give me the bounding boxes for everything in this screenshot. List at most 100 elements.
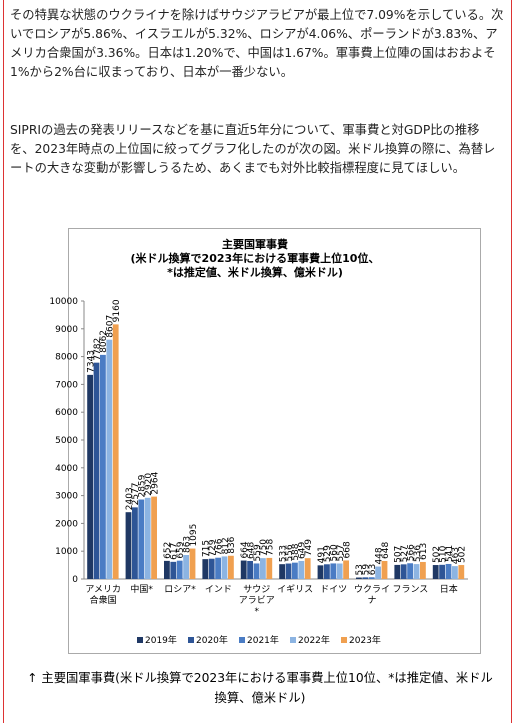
bar (445, 563, 452, 579)
caption: ↑ 主要国軍事費(米ドル換算で2023年における軍事費上位10位、*は推定値、米… (27, 671, 493, 705)
y-tick-label: 6000 (55, 408, 78, 418)
x-tick-label: サウジ アラビア * (238, 585, 275, 617)
value-label: 533 (278, 545, 288, 562)
legend-label: 2019年 (145, 634, 177, 646)
y-tick-label: 2000 (55, 519, 78, 529)
value-label: 559 (253, 544, 263, 561)
paragraph: SIPRIの過去の発表リリースなどを基に直近5年分について、軍事費と対GDP比の… (10, 123, 496, 175)
x-tick-label: ロシア* (164, 585, 196, 595)
value-label: 491 (317, 546, 327, 563)
legend-swatch (188, 637, 194, 643)
value-label: 659 (176, 541, 186, 558)
bar (215, 557, 221, 579)
bar (400, 564, 407, 579)
value-label: 510 (438, 545, 448, 562)
bar (208, 558, 215, 579)
bar (368, 577, 375, 579)
bar (343, 560, 349, 579)
bar (324, 564, 330, 579)
bar (138, 499, 145, 579)
value-label: 529 (323, 545, 333, 562)
x-tick-label: 日本 (439, 585, 458, 595)
legend-swatch (290, 637, 296, 643)
bar (151, 496, 157, 579)
value-label: 7343 (86, 350, 96, 373)
frame (3, 0, 512, 723)
legend-label: 2023年 (349, 634, 381, 646)
value-label: 812 (221, 537, 231, 554)
value-label: 507 (394, 546, 404, 563)
value-label: 463 (451, 547, 461, 564)
bar (240, 560, 247, 579)
bar (100, 354, 106, 579)
bar (407, 563, 413, 579)
value-label: 617 (170, 543, 180, 560)
value-label: 8062 (99, 330, 109, 353)
bar (93, 362, 100, 579)
value-label: 502 (458, 546, 468, 563)
bar (144, 497, 151, 579)
value-label: 648 (381, 542, 391, 559)
x-tick-label: アメリカ 合衆国 (85, 585, 121, 606)
bar (202, 559, 209, 579)
x-tick-label: 中国* (130, 585, 153, 595)
bar (189, 548, 196, 579)
value-label: 2920 (144, 473, 154, 496)
bar (260, 558, 266, 579)
value-label: 1095 (189, 524, 199, 547)
y-tick-label: 5000 (55, 436, 78, 446)
value-label: 836 (227, 536, 237, 553)
bar (176, 560, 183, 579)
value-label: 560 (330, 544, 340, 561)
bar (317, 565, 324, 579)
bar (132, 507, 138, 579)
bar (394, 564, 401, 579)
legend-swatch (137, 637, 143, 643)
y-tick-label: 1000 (55, 547, 78, 557)
value-label: 566 (406, 544, 416, 561)
bar (420, 561, 426, 579)
value-label: 588 (291, 543, 301, 560)
bar (362, 577, 369, 579)
value-label: 649 (298, 542, 308, 559)
chart-title: 主要国軍事費 (米ドル換算で2023年における軍事費上位10位、 *は推定値、米… (130, 238, 380, 279)
legend-swatch (341, 637, 347, 643)
bar (458, 565, 465, 579)
x-tick-label: インド (204, 585, 232, 595)
legend-label: 2021年 (247, 634, 279, 646)
value-label: 63 (368, 564, 378, 575)
bar (381, 560, 388, 579)
value-label: 729 (208, 539, 218, 556)
bar (170, 561, 177, 579)
bar (279, 564, 285, 579)
bar (183, 555, 189, 579)
value-label: 749 (304, 539, 314, 556)
chart-frame (68, 228, 481, 654)
bar (375, 566, 381, 579)
bar (221, 556, 228, 579)
bar (336, 563, 343, 579)
y-tick-label: 10000 (49, 297, 78, 307)
value-label: 2964 (150, 471, 160, 494)
y-tick-label: 9000 (55, 325, 78, 335)
bar (304, 558, 311, 579)
bar (452, 566, 458, 579)
y-tick-label: 3000 (55, 492, 78, 502)
value-label: 536 (413, 545, 423, 562)
x-tick-label: ウクライナ (353, 585, 390, 606)
value-label: 766 (214, 538, 224, 555)
value-label: 448 (374, 547, 384, 564)
x-tick-label: イギリス (277, 585, 314, 595)
value-label: 9160 (112, 299, 122, 322)
bar (164, 560, 170, 579)
legend-label: 2022年 (298, 634, 330, 646)
bar (292, 562, 298, 579)
legend-label: 2020年 (196, 634, 228, 646)
bar (106, 339, 113, 579)
bar (330, 563, 337, 579)
value-label: 2403 (125, 487, 135, 510)
bar (87, 374, 93, 579)
y-tick-label: 0 (72, 575, 78, 585)
value-label: 2859 (138, 474, 148, 497)
